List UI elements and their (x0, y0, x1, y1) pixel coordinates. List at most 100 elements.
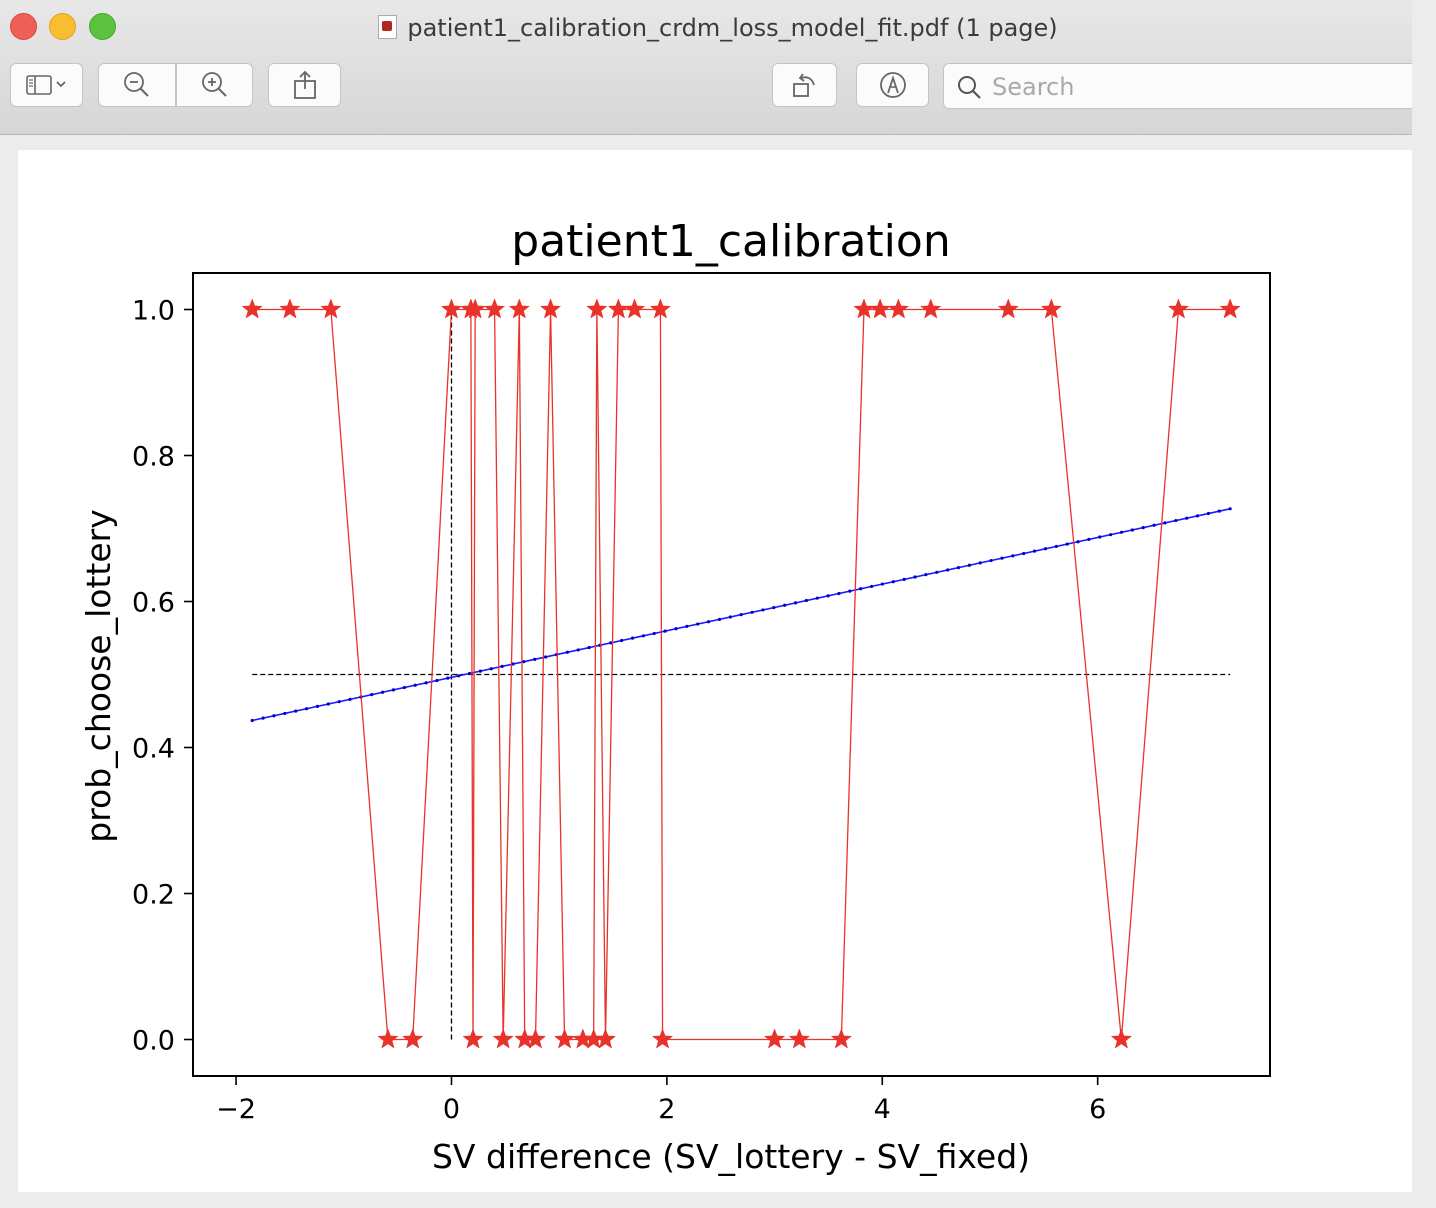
fit-point (500, 664, 504, 668)
fit-point (609, 641, 613, 645)
fit-point (902, 577, 906, 581)
fit-point (250, 718, 254, 723)
y-tick-label: 0.8 (132, 442, 175, 473)
fit-point (761, 608, 765, 612)
data-point-star (1219, 298, 1241, 319)
search-input[interactable] (990, 70, 1414, 104)
data-point-star (241, 298, 263, 319)
fit-point (1141, 526, 1145, 530)
fit-point (1022, 551, 1026, 556)
data-point-star (508, 298, 530, 319)
fit-point (706, 620, 711, 624)
fit-point (989, 558, 993, 563)
chart: patient1_calibration SV difference (SV_l… (79, 216, 1271, 1176)
markup-pen-icon (879, 72, 906, 98)
markup-button[interactable] (856, 63, 929, 107)
data-point-star (830, 1028, 853, 1049)
fit-point (859, 587, 863, 591)
fit-point (1043, 547, 1048, 551)
fit-point (772, 605, 776, 610)
fit-point (370, 693, 374, 697)
fit-point (326, 702, 330, 706)
fit-point (424, 681, 428, 685)
fit-point (652, 631, 656, 636)
fit-point (1065, 542, 1069, 546)
pdf-file-icon (378, 15, 398, 39)
fit-point (935, 570, 939, 574)
data-point-star (464, 298, 486, 319)
data-point-star (320, 298, 342, 319)
search-field[interactable] (943, 63, 1421, 109)
data-point-star (402, 1028, 424, 1049)
y-tick-label: 1.0 (132, 296, 175, 327)
zoom-in-icon (201, 72, 227, 97)
fit-point (1109, 533, 1113, 537)
fit-point (728, 615, 732, 619)
zoom-in-button[interactable] (176, 63, 253, 107)
pdf-page: patient1_calibration SV difference (SV_l… (18, 150, 1412, 1192)
fit-point (1119, 530, 1124, 534)
close-window-button[interactable] (10, 13, 37, 40)
fit-point (381, 690, 385, 694)
search-icon (958, 76, 981, 99)
fit-point (467, 671, 472, 676)
fit-point (630, 636, 635, 640)
fit-point (544, 655, 548, 659)
fit-point (1228, 507, 1232, 511)
fit-point (1076, 540, 1080, 544)
data-point-star (440, 298, 463, 319)
data-point-star (623, 298, 646, 319)
share-button[interactable] (268, 63, 341, 107)
fit-point (1195, 514, 1200, 518)
maximize-window-button[interactable] (89, 13, 116, 40)
fit-point (696, 622, 700, 626)
fit-point (402, 685, 406, 690)
fit-point (750, 610, 754, 614)
data-point-star (524, 1028, 547, 1049)
fit-point (348, 697, 352, 701)
reference-lines-group (252, 309, 1231, 1040)
fit-point (576, 648, 580, 652)
fit-point (565, 650, 569, 654)
fit-point (1163, 521, 1167, 525)
data-point-star (788, 1028, 811, 1049)
rotate-button[interactable] (772, 63, 837, 107)
fit-point (793, 601, 798, 605)
window-title-text: patient1_calibration_crdm_loss_model_fit… (407, 14, 1058, 42)
fit-point (620, 638, 624, 643)
y-axis-label: prob_choose_lottery (79, 509, 118, 843)
data-point-star (920, 298, 942, 319)
fit-point (717, 617, 722, 621)
data-point-star (586, 298, 608, 319)
share-icon (293, 70, 316, 99)
data-point-star (997, 298, 1019, 319)
fit-point (641, 634, 646, 638)
y-tick-label: 0.0 (132, 1026, 175, 1057)
fit-point (522, 660, 526, 664)
y-tick-label: 0.2 (132, 880, 175, 911)
rotate-icon (792, 73, 815, 97)
fit-point (1174, 518, 1178, 523)
fit-point (880, 582, 885, 586)
fit-point (891, 580, 895, 584)
data-point-star (1110, 1028, 1133, 1049)
x-axis-label: SV difference (SV_lottery - SV_fixed) (432, 1137, 1030, 1176)
fit-point (685, 624, 689, 629)
fit-point (1087, 537, 1091, 541)
fit-point (457, 674, 461, 678)
sidebar-toggle-icon (25, 75, 66, 95)
axis-ticks-group: −2 0 2 4 6 0.0 0.2 0.4 0.6 0.8 1.0 (132, 296, 1106, 1126)
fit-point (826, 594, 830, 598)
fit-point (1217, 509, 1221, 513)
data-point-star (492, 1028, 514, 1049)
fit-point (1011, 554, 1015, 558)
sidebar-toggle-button[interactable] (10, 63, 83, 107)
data-point-star (887, 298, 910, 319)
fit-point (261, 716, 265, 720)
minimize-window-button[interactable] (49, 13, 76, 40)
fit-point (489, 667, 493, 671)
chart-title: patient1_calibration (511, 216, 950, 267)
data-point-star (869, 298, 891, 319)
zoom-out-button[interactable] (98, 63, 176, 107)
data-point-star (483, 298, 506, 319)
